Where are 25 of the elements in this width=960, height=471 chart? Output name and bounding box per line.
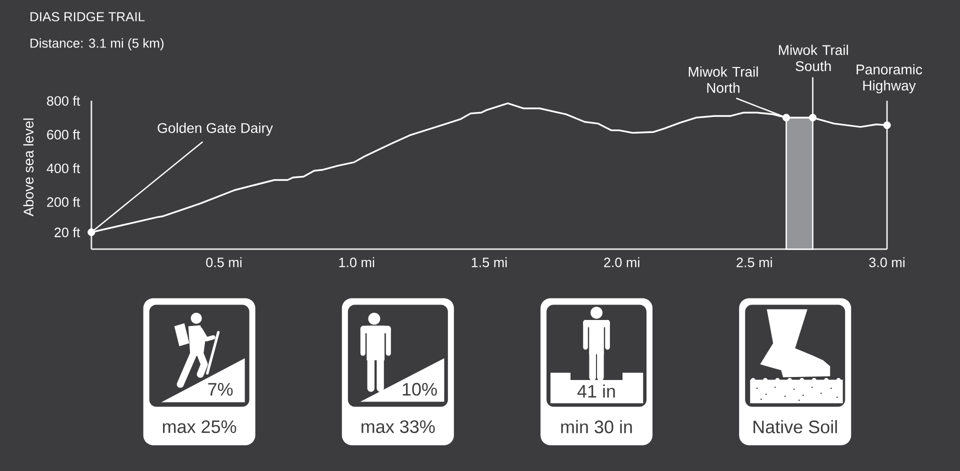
- text: Native Soil: [754, 420, 837, 434]
- x-tick-label: 2.5 mi: [736, 257, 772, 268]
- annotation: Panoramic Highway: [856, 64, 922, 94]
- text: 41 in: [577, 384, 615, 398]
- chart-subtitle: Distance: 3.1 mi (5 km): [30, 38, 164, 50]
- y-tick-label: 800 ft: [47, 96, 80, 106]
- x-tick-label: 1.0 mi: [339, 257, 374, 268]
- text: min 30 in: [561, 420, 632, 434]
- text: 10%: [402, 382, 437, 396]
- x-tick-label: 2.0 mi: [604, 257, 640, 268]
- x-tick-label: 1.5 mi: [472, 257, 507, 268]
- y-tick-label: 400 ft: [46, 163, 80, 174]
- y-tick-label: 600 ft: [47, 130, 80, 140]
- y-tick-label: 20 ft: [54, 227, 80, 238]
- x-tick-label: 0.5 mi: [206, 257, 242, 268]
- x-tick-label: 3.0 mi: [869, 257, 904, 268]
- text: max 25%: [162, 420, 236, 434]
- y-tick-label: 200 ft: [47, 196, 80, 207]
- y-axis-title: Above sea level: [23, 118, 34, 216]
- annotation: Golden Gate Dairy: [158, 122, 273, 136]
- annotation: Miwok Trail South: [778, 44, 848, 72]
- annotation: Miwok Trail North: [688, 66, 758, 93]
- text: max 33%: [362, 420, 435, 434]
- chart-title: DIAS RIDGE TRAIL: [30, 12, 145, 22]
- text: 7%: [208, 382, 233, 396]
